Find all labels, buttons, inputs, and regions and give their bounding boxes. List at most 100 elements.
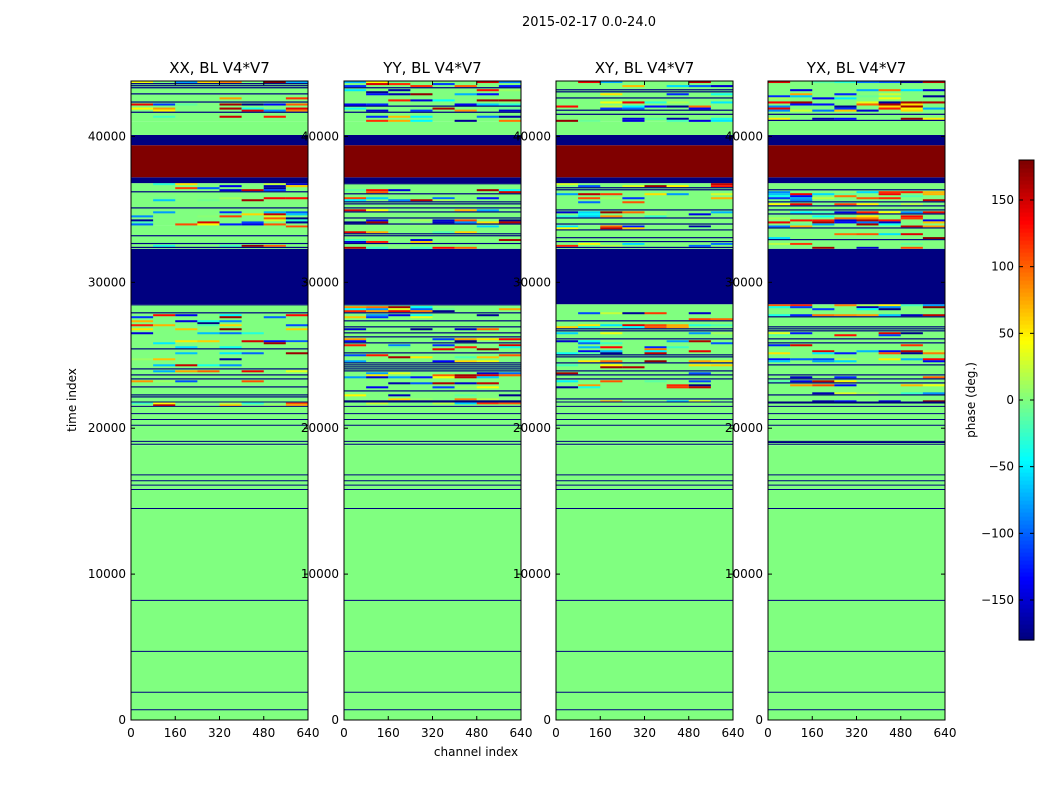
noise-cell <box>922 107 945 110</box>
noise-cell <box>900 392 923 395</box>
colorbar-segment <box>1019 220 1034 225</box>
noise-cell <box>219 402 242 405</box>
noise-cell <box>197 322 220 325</box>
figure-title: 2015-02-17 0.0-24.0 <box>522 15 656 30</box>
noise-cell <box>710 242 733 245</box>
band-line <box>556 320 733 322</box>
band-line <box>768 326 945 328</box>
x-tick-label: 480 <box>252 726 275 740</box>
band-line <box>131 207 308 209</box>
noise-cell <box>812 350 835 353</box>
band-line <box>556 229 733 231</box>
noise-cell <box>834 93 857 96</box>
colorbar-segment <box>1019 488 1034 493</box>
noise-cell <box>790 344 813 347</box>
noise-cell <box>556 244 579 247</box>
noise-cell <box>498 115 521 118</box>
noise-cell <box>600 193 623 196</box>
noise-cell <box>578 350 601 353</box>
noise-cell <box>578 81 601 84</box>
colorbar-segment <box>1019 620 1034 625</box>
noise-cell <box>922 117 945 120</box>
band-line <box>344 233 521 235</box>
noise-cell <box>219 352 242 355</box>
band-line <box>556 356 733 358</box>
colorbar-segment <box>1019 312 1034 317</box>
colorbar-segment <box>1019 568 1034 573</box>
noise-cell <box>410 240 433 243</box>
noise-cell <box>366 231 389 234</box>
colorbar-segment <box>1019 244 1034 249</box>
band-line <box>556 89 733 91</box>
noise-cell <box>834 105 857 108</box>
y-tick-label: 30000 <box>725 275 763 289</box>
noise-cell <box>285 342 308 345</box>
noise-cell <box>454 221 477 224</box>
band-line <box>556 223 733 225</box>
noise-cell <box>922 392 945 395</box>
noise-cell <box>922 376 945 379</box>
noise-cell <box>241 109 264 112</box>
noise-cell <box>241 370 264 373</box>
noise-cell <box>768 344 791 347</box>
noise-cell <box>812 215 835 218</box>
noise-cell <box>666 326 689 329</box>
noise-cell <box>710 318 733 321</box>
band-line <box>768 209 945 211</box>
band-line <box>344 201 521 203</box>
noise-cell <box>388 99 411 102</box>
panel-title: XX, BL V4*V7 <box>169 59 270 77</box>
band-line <box>768 378 945 380</box>
noise-cell <box>388 119 411 122</box>
noise-cell <box>710 117 733 120</box>
noise-cell <box>922 350 945 353</box>
noise-cell <box>768 193 791 196</box>
colorbar-segment <box>1019 164 1034 169</box>
noise-cell <box>131 320 154 323</box>
noise-cell <box>622 225 645 228</box>
noise-cell <box>600 352 623 355</box>
noise-cell <box>688 107 711 110</box>
band-line <box>131 85 308 87</box>
noise-cell <box>768 358 791 361</box>
noise-cell <box>878 233 901 236</box>
noise-cell <box>285 402 308 405</box>
noise-cell <box>856 314 879 317</box>
noise-cell <box>476 382 499 385</box>
noise-cell <box>768 191 791 194</box>
noise-cell <box>688 225 711 228</box>
band <box>344 177 521 184</box>
noise-cell <box>710 342 733 345</box>
noise-cell <box>644 350 667 353</box>
y-tick-label: 0 <box>543 713 551 727</box>
noise-cell <box>285 352 308 355</box>
noise-cell <box>710 360 733 363</box>
noise-cell <box>710 197 733 200</box>
noise-cell <box>410 376 433 379</box>
noise-cell <box>432 344 455 347</box>
noise-cell <box>432 107 455 110</box>
noise-cell <box>476 93 499 96</box>
noise-cell <box>388 89 411 92</box>
noise-cell <box>219 213 242 216</box>
noise-cell <box>622 119 645 122</box>
y-tick-label: 0 <box>118 713 126 727</box>
noise-cell <box>710 101 733 104</box>
band-line <box>768 402 945 404</box>
noise-cell <box>454 376 477 379</box>
noise-cell <box>768 97 791 100</box>
noise-cell <box>900 225 923 228</box>
band-line <box>556 354 733 356</box>
noise-cell <box>856 191 879 194</box>
colorbar-segment <box>1019 232 1034 237</box>
noise-cell <box>263 221 286 224</box>
noise-cell <box>476 376 499 379</box>
colorbar-segment <box>1019 380 1034 385</box>
band-line <box>768 382 945 384</box>
colorbar-segment <box>1019 596 1034 601</box>
noise-cell <box>688 324 711 327</box>
noise-cell <box>366 376 389 379</box>
colorbar-label: phase (deg.) <box>964 362 978 438</box>
noise-cell <box>344 394 367 397</box>
noise-cell <box>710 324 733 327</box>
